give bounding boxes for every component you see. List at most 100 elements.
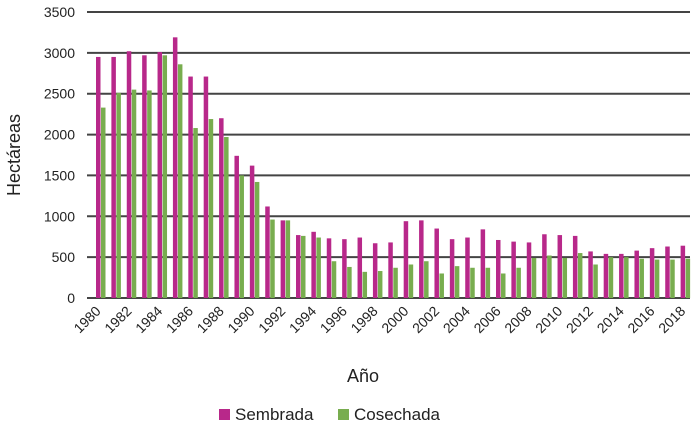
bar-sembrada-2009 [542, 234, 547, 298]
bar-sembrada-1996 [342, 239, 347, 298]
x-tick-label: 2008 [501, 303, 534, 336]
bar-sembrada-1985 [172, 37, 178, 299]
bar-cosechada-1988 [224, 137, 229, 298]
x-tick-label: 1986 [163, 303, 196, 336]
bar-sembrada-1995 [326, 238, 332, 298]
x-tick-label: 2004 [440, 303, 473, 336]
bar-sembrada-1992 [280, 220, 286, 298]
bar-sembrada-2000 [403, 221, 409, 298]
x-tick-label: 2000 [378, 303, 411, 336]
x-tick-label: 1996 [317, 303, 350, 336]
y-axis-title: Hectáreas [4, 114, 24, 196]
bar-sembrada-1986 [188, 76, 193, 298]
bar-sembrada-2012 [588, 251, 593, 298]
bar-sembrada-2005 [480, 229, 486, 298]
bar-sembrada-1998 [372, 243, 378, 298]
bar-cosechada-2018 [685, 258, 691, 298]
bar-sembrada-1981 [111, 56, 116, 298]
x-axis-title: Año [347, 366, 379, 386]
bar-sembrada-2007 [511, 241, 516, 298]
y-tick-label: 1500 [44, 167, 75, 183]
y-tick-label: 3500 [44, 4, 75, 20]
legend-swatch-sembrada [219, 409, 230, 420]
bar-cosechada-1983 [147, 90, 152, 299]
x-tick-label: 2012 [563, 303, 596, 336]
bar-sembrada-1980 [96, 56, 101, 298]
bar-cosechada-1982 [131, 89, 137, 298]
y-tick-label: 500 [52, 249, 76, 265]
bar-cosechada-1999 [393, 267, 398, 298]
bar-cosechada-2011 [577, 253, 583, 298]
x-tick-label: 1982 [101, 303, 134, 336]
bar-cosechada-1990 [254, 181, 260, 298]
bar-sembrada-1982 [126, 51, 132, 299]
bar-sembrada-2010 [557, 235, 563, 298]
bar-cosechada-1987 [208, 119, 214, 298]
bar-cosechada-1986 [193, 128, 198, 298]
bar-sembrada-1999 [388, 242, 393, 298]
bar-cosechada-2001 [424, 261, 429, 298]
x-tick-label: 1998 [347, 303, 380, 336]
bar-cosechada-1994 [316, 237, 321, 298]
bar-sembrada-1991 [265, 206, 270, 298]
x-tick-label: 2014 [594, 303, 627, 336]
bar-cosechada-1998 [377, 271, 383, 298]
bar-cosechada-1989 [239, 175, 244, 298]
x-tick-label: 1980 [70, 303, 103, 336]
bar-cosechada-2017 [670, 259, 675, 298]
bar-cosechada-1997 [362, 271, 368, 298]
bar-cosechada-2009 [547, 255, 552, 298]
bar-cosechada-2010 [562, 257, 568, 298]
bar-cosechada-2000 [408, 264, 414, 298]
bar-sembrada-1987 [203, 76, 209, 298]
legend-swatch-cosechada [338, 409, 349, 420]
bar-cosechada-2008 [531, 257, 537, 298]
bar-sembrada-2008 [526, 242, 532, 298]
bar-cosechada-1981 [116, 92, 121, 298]
x-tick-label: 1994 [286, 303, 319, 336]
bar-cosechada-2016 [654, 259, 660, 298]
y-tick-label: 1000 [44, 208, 75, 224]
x-tick-label: 1992 [255, 303, 288, 336]
x-tick-label: 1988 [194, 303, 227, 336]
bar-sembrada-2017 [665, 246, 670, 298]
y-tick-label: 2000 [44, 127, 75, 143]
bar-cosechada-2004 [470, 267, 475, 298]
bar-sembrada-2015 [634, 250, 639, 298]
x-tick-label: 1984 [132, 303, 165, 336]
bar-sembrada-1990 [249, 165, 255, 298]
x-tick-label: 2002 [409, 303, 442, 336]
bar-cosechada-1993 [301, 235, 306, 298]
bar-sembrada-1997 [357, 237, 363, 298]
bar-cosechada-1984 [162, 55, 168, 299]
bar-cosechada-1991 [270, 219, 275, 298]
bar-cosechada-2002 [439, 273, 444, 298]
bar-sembrada-2001 [419, 220, 424, 298]
bar-cosechada-2014 [624, 257, 629, 298]
bar-cosechada-1996 [347, 266, 352, 298]
bar-cosechada-1980 [101, 107, 106, 298]
bar-sembrada-2014 [619, 253, 624, 298]
y-tick-label: 3000 [44, 45, 75, 61]
bar-sembrada-2006 [496, 239, 501, 298]
bar-sembrada-1984 [157, 52, 163, 298]
bar-cosechada-2006 [501, 273, 506, 298]
legend-label-sembrada: Sembrada [235, 405, 314, 424]
bar-cosechada-1985 [177, 64, 183, 298]
legend-label-cosechada: Cosechada [354, 405, 441, 424]
bar-cosechada-1995 [331, 261, 337, 298]
bar-cosechada-1992 [285, 220, 291, 298]
legend: Sembrada Cosechada [219, 405, 441, 424]
x-tick-label: 2018 [655, 303, 688, 336]
bar-cosechada-2007 [516, 267, 521, 298]
bar-sembrada-2018 [680, 245, 686, 298]
bar-sembrada-1994 [311, 231, 316, 298]
x-tick-label: 2016 [624, 303, 657, 336]
bar-cosechada-2005 [485, 267, 491, 298]
x-tick-label: 1990 [224, 303, 257, 336]
bar-sembrada-2004 [465, 237, 470, 298]
x-tick-label: 2006 [470, 303, 503, 336]
bar-sembrada-1993 [296, 235, 301, 298]
bar-sembrada-2003 [449, 239, 455, 298]
